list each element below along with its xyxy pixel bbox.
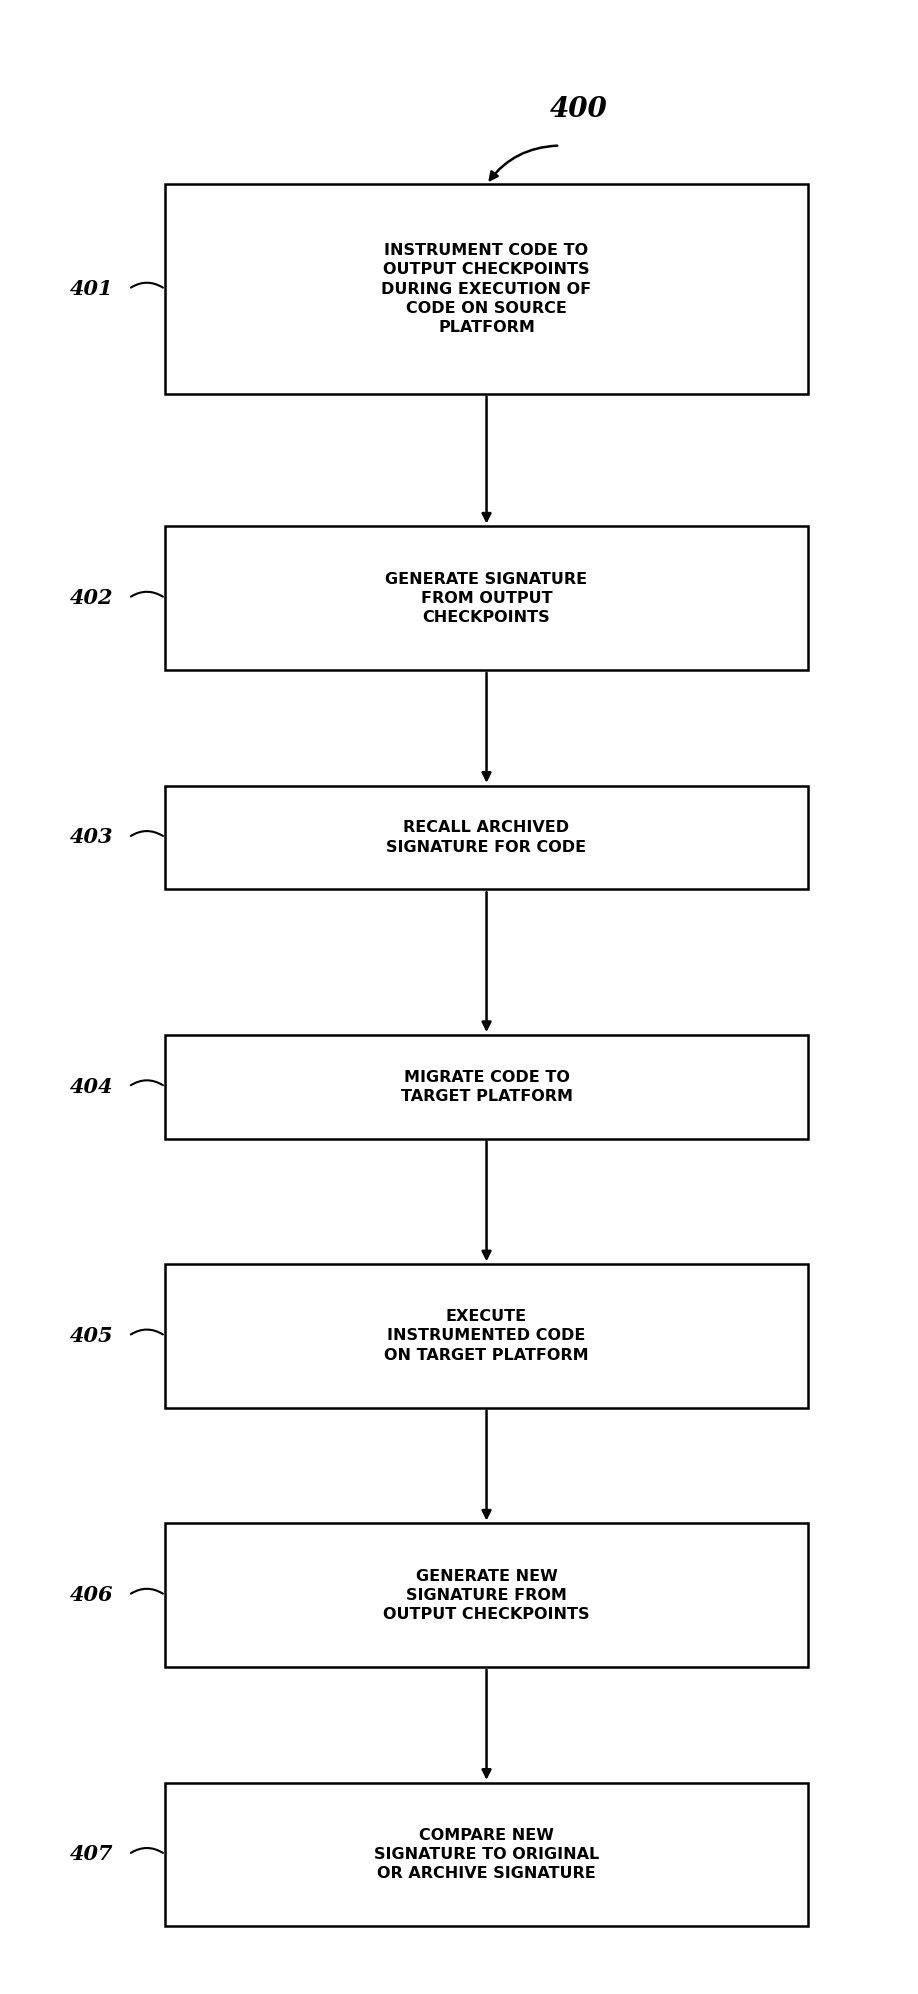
Bar — [165, 185, 808, 395]
Text: 405: 405 — [70, 1326, 114, 1346]
Text: EXECUTE
INSTRUMENTED CODE
ON TARGET PLATFORM: EXECUTE INSTRUMENTED CODE ON TARGET PLAT… — [385, 1310, 588, 1362]
Text: 406: 406 — [70, 1585, 114, 1605]
Bar — [165, 1523, 808, 1667]
Bar — [165, 1264, 808, 1408]
Text: 401: 401 — [70, 279, 114, 299]
Text: 403: 403 — [70, 828, 114, 847]
Text: 407: 407 — [70, 1844, 114, 1864]
Text: COMPARE NEW
SIGNATURE TO ORIGINAL
OR ARCHIVE SIGNATURE: COMPARE NEW SIGNATURE TO ORIGINAL OR ARC… — [374, 1828, 599, 1880]
Text: 402: 402 — [70, 588, 114, 608]
Text: GENERATE SIGNATURE
FROM OUTPUT
CHECKPOINTS: GENERATE SIGNATURE FROM OUTPUT CHECKPOIN… — [386, 572, 588, 624]
Bar — [165, 1783, 808, 1926]
Text: GENERATE NEW
SIGNATURE FROM
OUTPUT CHECKPOINTS: GENERATE NEW SIGNATURE FROM OUTPUT CHECK… — [384, 1569, 589, 1621]
Text: 404: 404 — [70, 1077, 114, 1097]
Text: RECALL ARCHIVED
SIGNATURE FOR CODE: RECALL ARCHIVED SIGNATURE FOR CODE — [386, 820, 587, 855]
Text: MIGRATE CODE TO
TARGET PLATFORM: MIGRATE CODE TO TARGET PLATFORM — [400, 1069, 573, 1105]
Text: INSTRUMENT CODE TO
OUTPUT CHECKPOINTS
DURING EXECUTION OF
CODE ON SOURCE
PLATFOR: INSTRUMENT CODE TO OUTPUT CHECKPOINTS DU… — [382, 243, 591, 335]
Bar — [165, 1035, 808, 1139]
Text: 400: 400 — [550, 96, 607, 124]
Bar — [165, 526, 808, 670]
Bar — [165, 786, 808, 889]
